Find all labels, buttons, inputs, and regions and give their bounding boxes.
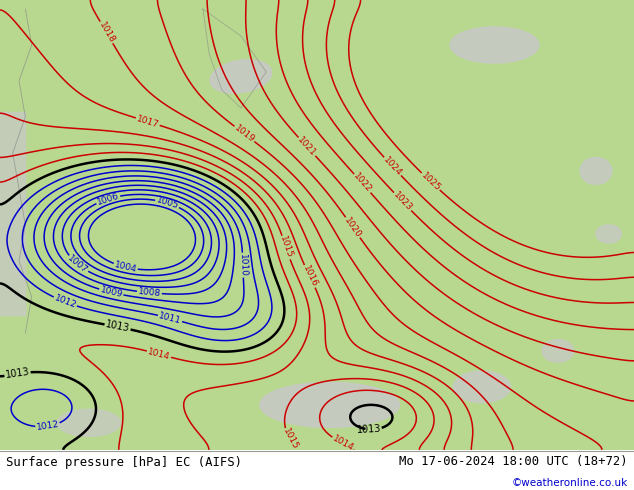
Text: 1020: 1020 xyxy=(342,216,363,240)
Text: 1023: 1023 xyxy=(391,190,414,213)
Text: 1016: 1016 xyxy=(301,264,319,289)
Text: 1025: 1025 xyxy=(419,171,442,193)
Text: 1021: 1021 xyxy=(296,135,318,158)
Text: 1014: 1014 xyxy=(331,434,356,453)
Text: 1015: 1015 xyxy=(281,427,300,452)
Text: 1015: 1015 xyxy=(278,235,294,260)
Text: 1019: 1019 xyxy=(233,123,256,145)
Text: 1024: 1024 xyxy=(382,155,403,178)
Bar xyxy=(0,112,25,315)
Text: 1011: 1011 xyxy=(158,311,183,325)
Text: Surface pressure [hPa] EC (AIFS): Surface pressure [hPa] EC (AIFS) xyxy=(6,456,242,469)
Ellipse shape xyxy=(542,340,574,362)
Text: 1009: 1009 xyxy=(99,285,124,299)
Text: 1013: 1013 xyxy=(105,319,131,334)
Ellipse shape xyxy=(596,225,621,243)
Ellipse shape xyxy=(260,382,399,427)
Text: 1012: 1012 xyxy=(36,420,60,432)
Text: Mo 17-06-2024 18:00 UTC (18+72): Mo 17-06-2024 18:00 UTC (18+72) xyxy=(399,455,628,467)
Ellipse shape xyxy=(57,409,120,436)
Text: 1005: 1005 xyxy=(155,196,179,211)
Text: 1008: 1008 xyxy=(138,287,161,298)
Text: 1010: 1010 xyxy=(238,253,248,277)
Text: 1014: 1014 xyxy=(146,347,171,362)
Text: 1017: 1017 xyxy=(136,114,160,129)
Text: 1013: 1013 xyxy=(4,367,30,380)
Text: 1012: 1012 xyxy=(53,294,77,310)
Text: 1022: 1022 xyxy=(351,172,373,195)
Ellipse shape xyxy=(580,157,612,184)
Ellipse shape xyxy=(453,371,510,403)
Ellipse shape xyxy=(210,60,271,93)
Text: 1004: 1004 xyxy=(113,260,138,274)
Text: 1006: 1006 xyxy=(96,191,120,207)
Text: 1007: 1007 xyxy=(66,253,89,275)
Ellipse shape xyxy=(450,27,539,63)
Text: ©weatheronline.co.uk: ©weatheronline.co.uk xyxy=(512,478,628,488)
Text: 1013: 1013 xyxy=(356,424,381,435)
Text: 1018: 1018 xyxy=(97,20,116,45)
